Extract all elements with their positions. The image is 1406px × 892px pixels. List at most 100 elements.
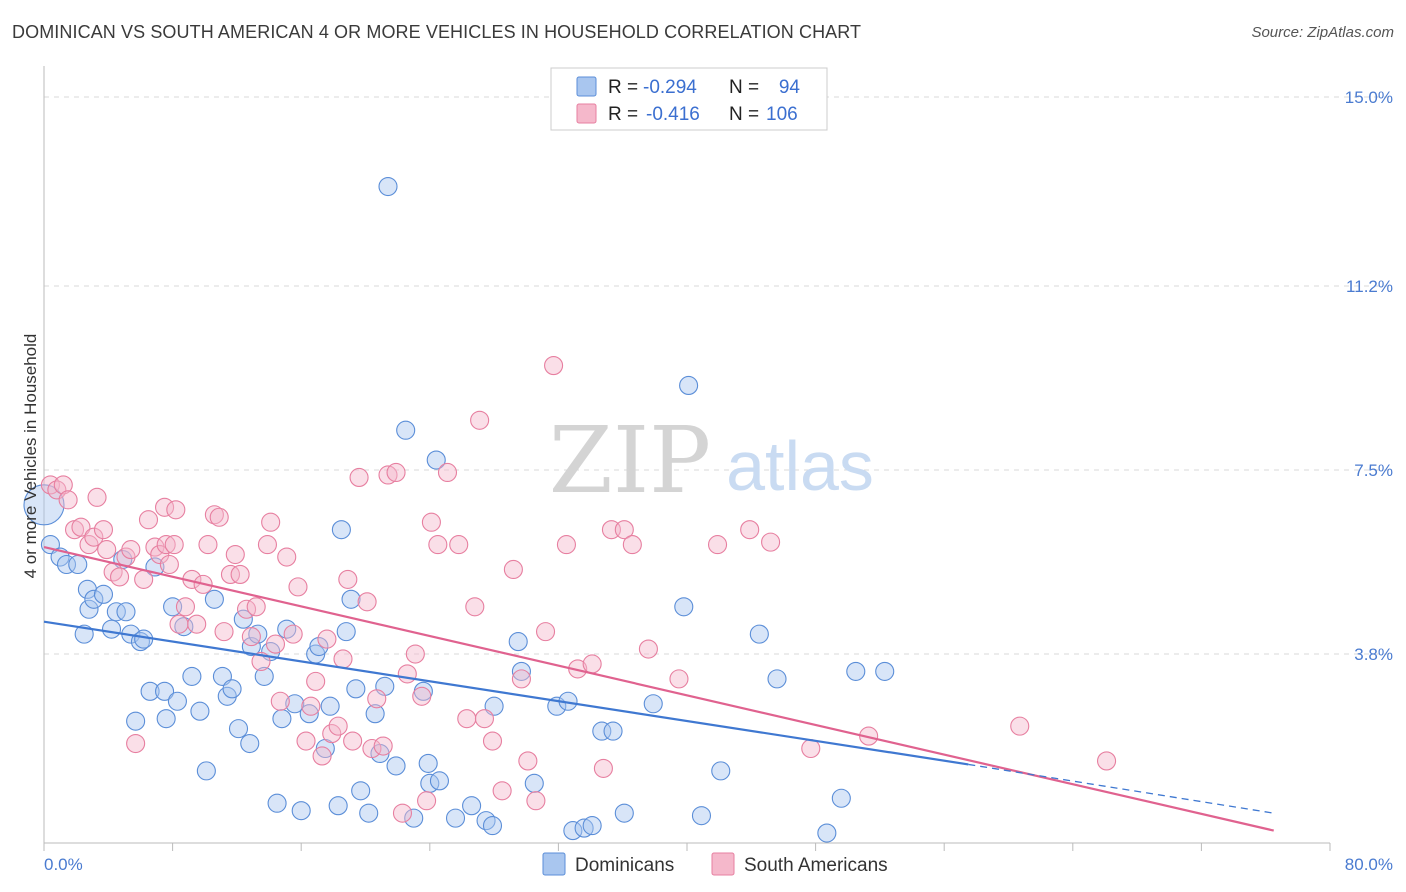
south-american-point: [241, 627, 261, 647]
south-american-point: [159, 554, 179, 575]
dominican-point: [674, 597, 694, 617]
dominican-point: [277, 619, 297, 639]
south-american-point: [187, 614, 207, 634]
south-american-point: [470, 410, 490, 430]
dominican-point: [643, 694, 663, 714]
south-american-point: [535, 622, 556, 642]
bottom-legend-swatch-dominicans: [542, 852, 566, 876]
dominican-point: [93, 584, 114, 604]
dominican-point: [749, 624, 769, 644]
legend-r-label-2: R =: [608, 104, 638, 125]
south-american-point: [209, 507, 229, 527]
south-american-point: [392, 803, 413, 823]
south-american-point: [457, 709, 477, 729]
dominican-point: [155, 681, 175, 701]
dominican-point: [574, 818, 594, 838]
dominican-point: [190, 701, 210, 721]
dominican-point: [691, 806, 712, 826]
dominican-point: [23, 484, 65, 526]
south-american-point: [97, 540, 117, 560]
south-american-point: [296, 731, 316, 751]
dominican-point: [846, 661, 866, 681]
dominican-point: [320, 696, 340, 716]
legend-n-label-1: N =: [729, 77, 759, 98]
dominican-point: [84, 589, 104, 609]
south-american-point: [257, 535, 277, 555]
dominican-point: [396, 420, 416, 440]
dominican-point: [285, 694, 305, 714]
south-american-point: [593, 758, 613, 778]
south-american-point: [1010, 716, 1030, 736]
dominicans-trend-extension: [968, 763, 1274, 814]
legend-r-label-1: R =: [608, 77, 638, 98]
dominican-point: [182, 666, 202, 686]
y-tick-label: 11.2%: [1346, 277, 1393, 296]
dominican-point: [140, 681, 160, 701]
y-tick-label: 15.0%: [1345, 88, 1393, 107]
south-american-point: [53, 475, 73, 495]
south-american-point: [614, 520, 634, 540]
south-american-point: [449, 535, 469, 555]
dominican-point: [167, 691, 187, 711]
south-american-point: [343, 731, 363, 751]
dominican-point: [254, 666, 274, 686]
dominican-point: [767, 669, 787, 689]
south-american-point: [437, 462, 458, 483]
south-american-point: [428, 535, 448, 555]
dominican-point: [68, 554, 88, 575]
south-american-point: [338, 569, 358, 589]
dominican-point: [418, 753, 438, 773]
south-american-point: [386, 462, 406, 483]
south-american-point: [270, 691, 290, 711]
south-american-point: [328, 716, 348, 736]
south-american-point: [198, 535, 218, 555]
south-american-point: [155, 497, 175, 517]
dominican-point: [196, 761, 216, 781]
legend: R = -0.294 N = 94 R = -0.416 N = 106: [550, 67, 828, 131]
south-american-point: [261, 512, 281, 532]
south-american-point: [277, 547, 297, 567]
dominican-point: [508, 632, 528, 652]
south-american-point: [93, 520, 114, 540]
south-american-point: [322, 724, 342, 744]
source-note: Source: ZipAtlas.com: [1251, 24, 1394, 41]
bottom-legend-swatch-south-americans: [711, 852, 735, 876]
dominican-point: [291, 801, 311, 821]
south-american-point: [138, 510, 159, 530]
south-american-point: [544, 356, 564, 376]
south-american-point: [349, 467, 369, 488]
dominican-point: [365, 704, 385, 724]
dominican-point: [445, 808, 466, 828]
dominican-point: [328, 796, 348, 816]
south-american-point: [301, 696, 321, 716]
x-tick-label: 0.0%: [44, 855, 83, 874]
dominican-point: [228, 719, 249, 739]
south-american-point: [333, 649, 353, 669]
south-american-point: [465, 597, 485, 617]
south-american-point: [669, 669, 689, 689]
south-american-point: [265, 634, 286, 654]
axes: [43, 66, 1331, 851]
dominican-point: [56, 554, 77, 575]
south-american-point: [246, 597, 266, 617]
dominican-point: [592, 721, 612, 741]
dominican-point: [378, 176, 398, 197]
legend-box: [550, 67, 828, 131]
south-american-point: [740, 520, 760, 540]
south-american-point: [288, 577, 308, 597]
dominican-point: [126, 711, 146, 731]
south-american-point: [225, 544, 245, 565]
dominican-point: [582, 816, 602, 836]
dominican-point: [222, 679, 242, 699]
dominican-point: [524, 773, 544, 793]
dominican-point: [272, 709, 292, 729]
south-american-point: [511, 669, 531, 689]
dominican-point: [241, 637, 261, 657]
x-tick-label: 80.0%: [1345, 855, 1393, 874]
south-american-point: [412, 686, 432, 706]
grid-lines: [44, 96, 1392, 655]
watermark: ZIP atlas: [549, 407, 874, 514]
dominican-point: [404, 808, 424, 828]
south-american-point: [169, 614, 189, 634]
dominican-point: [711, 761, 731, 781]
